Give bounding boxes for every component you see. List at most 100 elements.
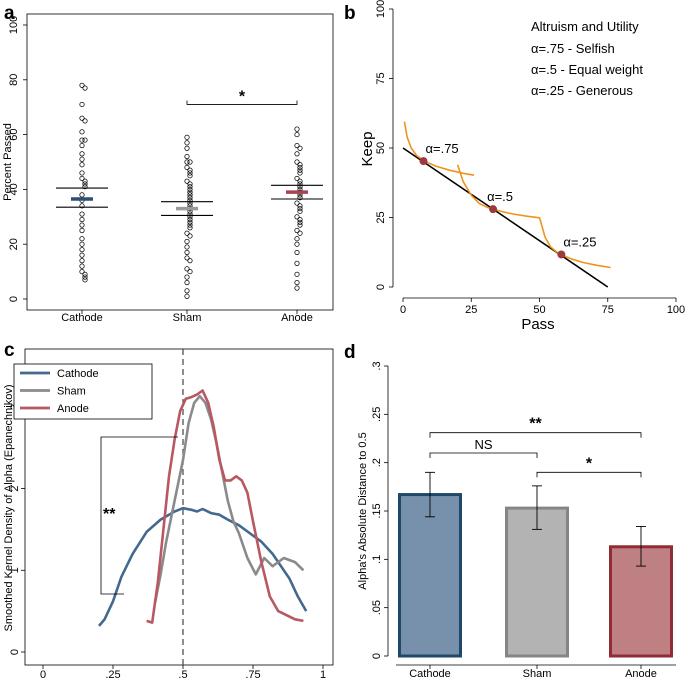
a-point-sham bbox=[184, 293, 190, 299]
a-point-sham bbox=[187, 195, 193, 201]
a-point-anode bbox=[297, 178, 303, 184]
c-legend-label: Sham bbox=[57, 386, 86, 398]
d-significance-bracket bbox=[429, 452, 538, 458]
a-point-sham bbox=[187, 189, 193, 195]
b-ytick-label: 75 bbox=[375, 72, 387, 84]
c-ytick-label: 2 bbox=[9, 486, 21, 492]
a-point-sham bbox=[187, 159, 193, 165]
b-xtick-label: 100 bbox=[667, 304, 685, 316]
d-xtick-label: Sham bbox=[523, 668, 552, 679]
a-point-sham bbox=[187, 216, 193, 223]
panel-c-frame bbox=[24, 348, 334, 666]
d-xtick-label: Anode bbox=[625, 668, 657, 679]
a-point-cathode bbox=[82, 85, 88, 91]
a-point-sham bbox=[187, 225, 193, 231]
a-point-anode bbox=[294, 236, 300, 242]
a-point-cathode bbox=[79, 227, 85, 234]
d-significance-label: * bbox=[586, 455, 593, 472]
a-point-anode bbox=[297, 167, 303, 173]
b-point-label: α=.75 bbox=[425, 141, 458, 156]
a-point-cathode bbox=[82, 178, 88, 184]
a-point-anode bbox=[294, 227, 300, 234]
a-point-cathode bbox=[79, 203, 85, 209]
panel-a-chart: 0 20 40 60 80 100 Percent Passed Cathode Sham Ano… bbox=[2, 13, 334, 324]
a-point-sham bbox=[184, 134, 190, 140]
a-point-anode bbox=[294, 159, 300, 165]
a-point-cathode bbox=[79, 82, 85, 88]
a-point-sham bbox=[184, 145, 190, 151]
b-ytick-label: 25 bbox=[375, 211, 387, 223]
b-xlabel: Pass bbox=[521, 316, 554, 333]
a-point-sham bbox=[184, 178, 190, 184]
a-point-sham bbox=[187, 173, 193, 179]
a-point-anode bbox=[294, 151, 300, 157]
a-point-sham bbox=[184, 159, 190, 165]
a-point-anode bbox=[297, 184, 303, 190]
a-point-anode bbox=[297, 145, 303, 151]
d-significance-bracket bbox=[536, 471, 642, 478]
c-significance-bracket bbox=[100, 436, 178, 595]
a-point-cathode bbox=[82, 184, 88, 190]
panel-a-frame bbox=[26, 13, 334, 311]
b-point-label: α=.25 bbox=[563, 234, 596, 249]
panel-letter-a: a bbox=[4, 3, 15, 24]
a-point-sham bbox=[184, 140, 190, 146]
a-point-sham bbox=[184, 238, 190, 245]
a-point-anode bbox=[297, 206, 303, 212]
a-point-cathode bbox=[79, 162, 85, 168]
b-legend-line: α=.25 - Generous bbox=[531, 83, 633, 98]
a-point-anode bbox=[294, 132, 300, 138]
a-point-anode bbox=[294, 241, 300, 247]
panel-d-chart: 0 .05 .1 .15 .2 .25 .3 Alpha's Absolute Distanc… bbox=[357, 361, 676, 679]
a-significance-label: * bbox=[239, 88, 246, 105]
a-point-sham bbox=[187, 214, 193, 220]
c-significance-label: ** bbox=[103, 506, 116, 523]
d-ytick-label: 0 bbox=[371, 653, 383, 659]
a-point-anode bbox=[297, 216, 303, 223]
a-point-anode bbox=[297, 170, 303, 176]
c-xtick-label: .5 bbox=[178, 669, 187, 679]
a-point-sham bbox=[187, 170, 193, 176]
c-xtick-label: 0 bbox=[40, 669, 46, 679]
a-point-anode bbox=[294, 175, 300, 182]
a-point-cathode bbox=[82, 137, 88, 143]
c-ytick-label: 1 bbox=[9, 567, 21, 573]
a-point-anode bbox=[294, 271, 300, 277]
a-point-cathode bbox=[79, 241, 85, 247]
b-legend-line: α=.75 - Selfish bbox=[531, 41, 615, 56]
a-significance-bracket bbox=[186, 100, 298, 105]
a-point-cathode bbox=[79, 216, 85, 223]
b-ylabel: Keep bbox=[359, 131, 376, 166]
a-point-cathode bbox=[79, 137, 85, 143]
b-ytick-label: 0 bbox=[375, 284, 387, 290]
a-xtick-label: Cathode bbox=[61, 312, 103, 324]
a-point-anode bbox=[297, 222, 303, 228]
a-point-sham bbox=[187, 167, 193, 173]
a-point-cathode bbox=[79, 129, 85, 135]
c-ytick-label: 0 bbox=[9, 649, 21, 655]
a-point-anode bbox=[297, 219, 303, 225]
a-point-sham bbox=[187, 184, 193, 190]
b-xtick-label: 50 bbox=[533, 304, 545, 316]
a-point-sham bbox=[187, 219, 193, 225]
a-point-cathode bbox=[79, 211, 85, 217]
d-ytick-label: .2 bbox=[371, 458, 383, 467]
a-point-sham bbox=[184, 288, 190, 294]
panel-letter-b: b bbox=[344, 3, 356, 24]
a-ytick-label: 40 bbox=[8, 183, 20, 195]
d-significance-label: NS bbox=[474, 437, 492, 452]
a-point-sham bbox=[187, 197, 193, 203]
a-point-cathode bbox=[79, 156, 85, 162]
a-point-sham bbox=[187, 211, 193, 217]
a-point-anode bbox=[294, 200, 300, 206]
b-legend-line: α=.5 - Equal weight bbox=[531, 62, 643, 77]
a-ytick-label: 100 bbox=[8, 16, 20, 34]
a-point-cathode bbox=[79, 263, 85, 269]
a-point-anode bbox=[297, 195, 303, 201]
a-point-cathode bbox=[79, 142, 85, 149]
a-point-cathode bbox=[79, 222, 85, 228]
a-point-sham bbox=[187, 192, 193, 198]
b-ytick-label: 100 bbox=[375, 0, 387, 18]
